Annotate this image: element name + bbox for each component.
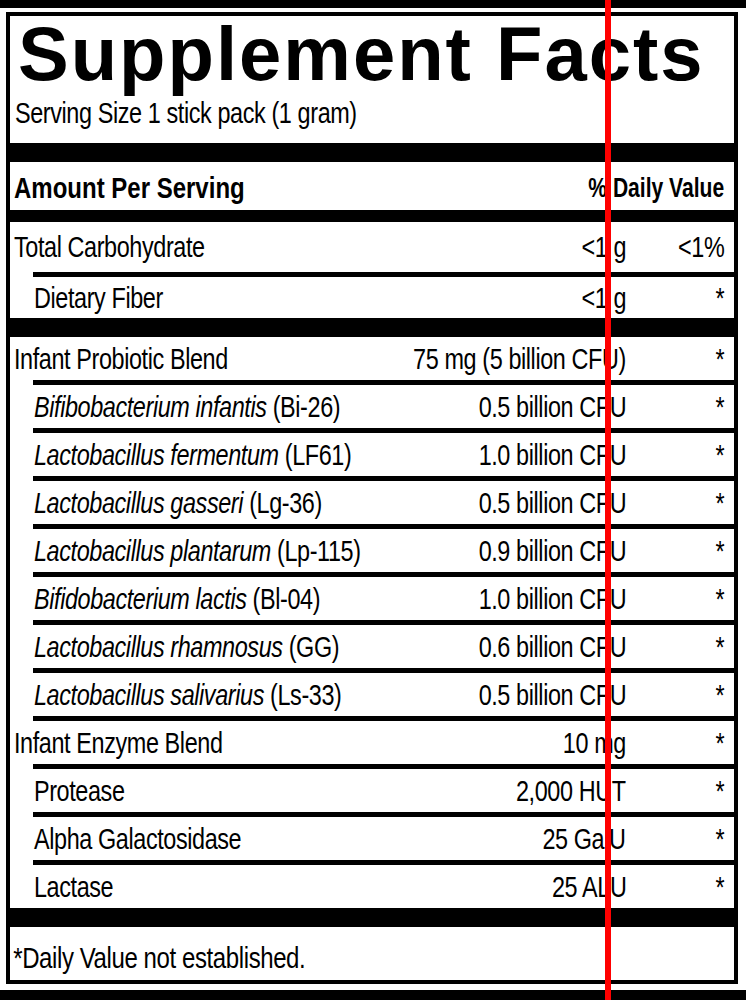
footnote-text: *Daily Value not established. <box>10 927 589 975</box>
thick-divider <box>10 318 734 337</box>
daily-value: * <box>715 486 724 520</box>
ingredient-row: Lactobacillus rhamnosus (GG) 0.6 billion… <box>10 625 734 668</box>
ingredient-amount: 25 GalU <box>543 822 626 856</box>
ingredient-name: Dietary Fiber <box>34 281 163 315</box>
ingredient-row: Bifidobacterium lactis (Bl-04) 1.0 billi… <box>10 577 734 620</box>
ingredient-name: Lactobacillus salivarius (Ls-33) <box>34 678 341 712</box>
ingredient-name: Bifidobacterium lactis (Bl-04) <box>34 582 320 616</box>
ingredient-amount: 10 mg <box>563 726 626 760</box>
daily-value: * <box>715 774 724 808</box>
ingredient-amount: 75 mg (5 billion CFU) <box>413 342 626 376</box>
ingredient-row: Infant Probiotic Blend 75 mg (5 billion … <box>10 337 734 380</box>
red-marker-line <box>605 0 611 1000</box>
daily-value: * <box>715 438 724 472</box>
daily-value: * <box>715 630 724 664</box>
ingredient-row: Infant Enzyme Blend 10 mg * <box>10 721 734 764</box>
daily-value: <1% <box>678 230 724 264</box>
ingredient-amount: 0.9 billion CFU <box>478 534 626 568</box>
daily-value: * <box>715 281 724 315</box>
ingredient-name: Lactobacillus rhamnosus (GG) <box>34 630 339 664</box>
ingredient-amount: <1 g <box>581 281 626 315</box>
bottom-edge-bar <box>0 990 746 1000</box>
thick-divider <box>10 908 734 927</box>
ingredient-row: Bifibobacterium infantis (Bi-26) 0.5 bil… <box>10 385 734 428</box>
daily-value: * <box>715 726 724 760</box>
daily-value: * <box>715 534 724 568</box>
ingredient-amount: 0.5 billion CFU <box>478 486 626 520</box>
ingredient-amount: <1 g <box>581 230 626 264</box>
daily-value: * <box>715 870 724 904</box>
ingredient-amount: 0.5 billion CFU <box>478 390 626 424</box>
ingredient-row: Lactobacillus salivarius (Ls-33) 0.5 bil… <box>10 673 734 716</box>
ingredient-row: Lactase 25 ALU * <box>10 865 734 908</box>
thick-divider <box>10 210 734 222</box>
daily-value: * <box>715 822 724 856</box>
ingredient-name: Infant Enzyme Blend <box>14 726 223 760</box>
ingredient-name: Lactase <box>34 870 113 904</box>
supplement-facts-panel: Supplement Facts Serving Size 1 stick pa… <box>6 12 738 984</box>
ingredient-name: Protease <box>34 774 125 808</box>
ingredient-name: Total Carbohydrate <box>14 230 205 264</box>
ingredient-row: Protease 2,000 HUT * <box>10 769 734 812</box>
ingredient-row: Total Carbohydrate <1 g <1% <box>10 222 734 272</box>
daily-value: * <box>715 390 724 424</box>
ingredient-amount: 1.0 billion CFU <box>478 582 626 616</box>
serving-size-text: Serving Size 1 stick pack (1 gram) <box>15 96 357 130</box>
ingredient-row: Lactobacillus gasseri (Lg-36) 0.5 billio… <box>10 481 734 524</box>
column-header-row: Amount Per Serving % Daily Value <box>10 166 734 210</box>
ingredient-name: Lactobacillus gasseri (Lg-36) <box>34 486 322 520</box>
daily-value: * <box>715 582 724 616</box>
supplement-facts-screenshot: Supplement Facts Serving Size 1 stick pa… <box>0 0 746 1000</box>
ingredient-row: Lactobacillus fermentum (LF61) 1.0 billi… <box>10 433 734 476</box>
panel-title: Supplement Facts <box>18 16 705 92</box>
ingredient-row: Dietary Fiber <1 g * <box>10 277 734 318</box>
ingredient-name: Bifibobacterium infantis (Bi-26) <box>34 390 340 424</box>
daily-value: * <box>715 342 724 376</box>
ingredient-rows: Total Carbohydrate <1 g <1% Dietary Fibe… <box>10 222 734 975</box>
ingredient-amount: 1.0 billion CFU <box>478 438 626 472</box>
ingredient-name: Infant Probiotic Blend <box>14 342 228 376</box>
ingredient-amount: 0.6 billion CFU <box>478 630 626 664</box>
ingredient-amount: 25 ALU <box>552 870 626 904</box>
ingredient-name: Lactobacillus fermentum (LF61) <box>34 438 351 472</box>
daily-value: * <box>715 678 724 712</box>
ingredient-row: Lactobacillus plantarum (Lp-115) 0.9 bil… <box>10 529 734 572</box>
top-edge-bar <box>0 0 746 8</box>
ingredient-row: Alpha Galactosidase 25 GalU * <box>10 817 734 860</box>
amount-per-serving-header: Amount Per Serving <box>14 171 245 205</box>
thick-divider <box>10 143 734 162</box>
ingredient-name: Alpha Galactosidase <box>34 822 241 856</box>
ingredient-amount: 0.5 billion CFU <box>478 678 626 712</box>
ingredient-name: Lactobacillus plantarum (Lp-115) <box>34 534 361 568</box>
